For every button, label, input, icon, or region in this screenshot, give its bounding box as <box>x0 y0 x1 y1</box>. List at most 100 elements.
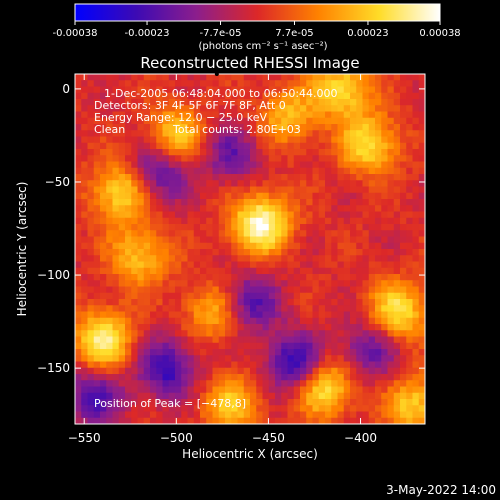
heatmap-cell <box>356 330 363 337</box>
heatmap-cell <box>325 267 332 275</box>
heatmap-cell <box>387 230 395 237</box>
heatmap-cell <box>287 117 295 125</box>
heatmap-cell <box>256 255 263 262</box>
heatmap-cell <box>187 386 195 394</box>
heatmap-cell <box>312 230 320 237</box>
heatmap-cell <box>250 92 257 100</box>
heatmap-cell <box>237 105 245 112</box>
heatmap-cell <box>418 117 425 125</box>
heatmap-cell <box>343 105 351 112</box>
heatmap-cell <box>256 386 263 394</box>
footer-timestamp: 3-May-2022 14:00 <box>386 483 496 497</box>
heatmap-cell <box>362 299 370 306</box>
heatmap-cell <box>181 405 188 412</box>
heatmap-cell <box>256 236 263 244</box>
heatmap-cell <box>212 342 220 350</box>
heatmap-cell <box>268 167 276 175</box>
plot-frame <box>74 73 426 425</box>
heatmap-cell <box>193 274 201 281</box>
heatmap-cell <box>400 274 407 281</box>
heatmap-cell <box>118 392 126 400</box>
heatmap-cell <box>343 117 351 125</box>
heatmap-cell <box>368 117 376 125</box>
heatmap-cell <box>243 149 251 156</box>
heatmap-cell <box>281 230 288 237</box>
heatmap-cell <box>256 367 263 375</box>
heatmap-cell <box>412 380 420 387</box>
heatmap-cell <box>262 280 270 287</box>
heatmap-cell <box>262 267 270 275</box>
heatmap-cell <box>87 236 95 244</box>
heatmap-cell <box>237 374 245 381</box>
heatmap-cell <box>400 80 407 87</box>
heatmap-cell <box>262 342 270 350</box>
heatmap-cell <box>225 417 232 424</box>
heatmap-cell <box>87 311 95 319</box>
heatmap-cell <box>293 367 301 375</box>
heatmap-cell <box>325 117 332 125</box>
heatmap-cell <box>206 386 213 394</box>
heatmap-cell <box>206 217 213 225</box>
heatmap-cell <box>356 286 363 294</box>
heatmap-cell <box>300 380 307 387</box>
heatmap-cell <box>81 399 88 406</box>
heatmap-cell <box>150 249 157 256</box>
heatmap-cell <box>212 105 220 112</box>
heatmap-cell <box>218 280 226 287</box>
heatmap-cell <box>268 224 276 231</box>
heatmap-cell <box>337 399 345 406</box>
heatmap-cell <box>100 292 107 300</box>
heatmap-cell <box>375 342 382 350</box>
heatmap-cell <box>106 149 113 156</box>
heatmap-cell <box>331 380 338 387</box>
heatmap-cell <box>93 117 101 125</box>
heatmap-cell <box>400 211 407 219</box>
heatmap-cell <box>418 199 425 206</box>
heatmap-cell <box>218 299 226 306</box>
heatmap-cell <box>112 299 120 306</box>
heatmap-cell <box>306 280 313 287</box>
heatmap-cell <box>293 274 301 281</box>
heatmap-cell <box>175 342 182 350</box>
heatmap-cell <box>168 292 176 300</box>
heatmap-cell <box>125 117 132 125</box>
heatmap-cell <box>125 349 132 356</box>
heatmap-cell <box>350 80 357 87</box>
heatmap-cell <box>225 374 232 381</box>
heatmap-cell <box>312 342 320 350</box>
heatmap-cell <box>287 149 295 156</box>
heatmap-cell <box>362 274 370 281</box>
heatmap-cell <box>193 124 201 131</box>
heatmap-cell <box>287 174 295 181</box>
heatmap-cell <box>306 130 313 137</box>
heatmap-cell <box>131 355 138 362</box>
heatmap-cell <box>306 405 313 412</box>
heatmap-cell <box>318 199 326 206</box>
heatmap-cell <box>206 174 213 181</box>
heatmap-cell <box>218 217 226 225</box>
heatmap-cell <box>337 211 345 219</box>
heatmap-cell <box>368 405 376 412</box>
heatmap-cell <box>212 417 220 424</box>
heatmap-cell <box>168 305 176 312</box>
heatmap-cell <box>400 355 407 362</box>
heatmap-cell <box>106 155 113 162</box>
heatmap-cell <box>243 130 251 137</box>
heatmap-cell <box>81 405 88 412</box>
heatmap-cell <box>212 180 220 187</box>
heatmap-cell <box>412 111 420 119</box>
heatmap-cell <box>243 105 251 112</box>
heatmap-cell <box>287 155 295 162</box>
heatmap-cell <box>337 199 345 206</box>
heatmap-cell <box>218 305 226 312</box>
heatmap-cell <box>406 355 413 362</box>
heatmap-cell <box>237 155 245 162</box>
heatmap-cell <box>150 149 157 156</box>
heatmap-cell <box>362 149 370 156</box>
heatmap-cell <box>412 324 420 331</box>
heatmap-cell <box>212 317 220 325</box>
heatmap-cell <box>131 230 138 237</box>
heatmap-cell <box>268 99 276 106</box>
heatmap-cell <box>393 136 401 144</box>
heatmap-cell <box>362 255 370 262</box>
